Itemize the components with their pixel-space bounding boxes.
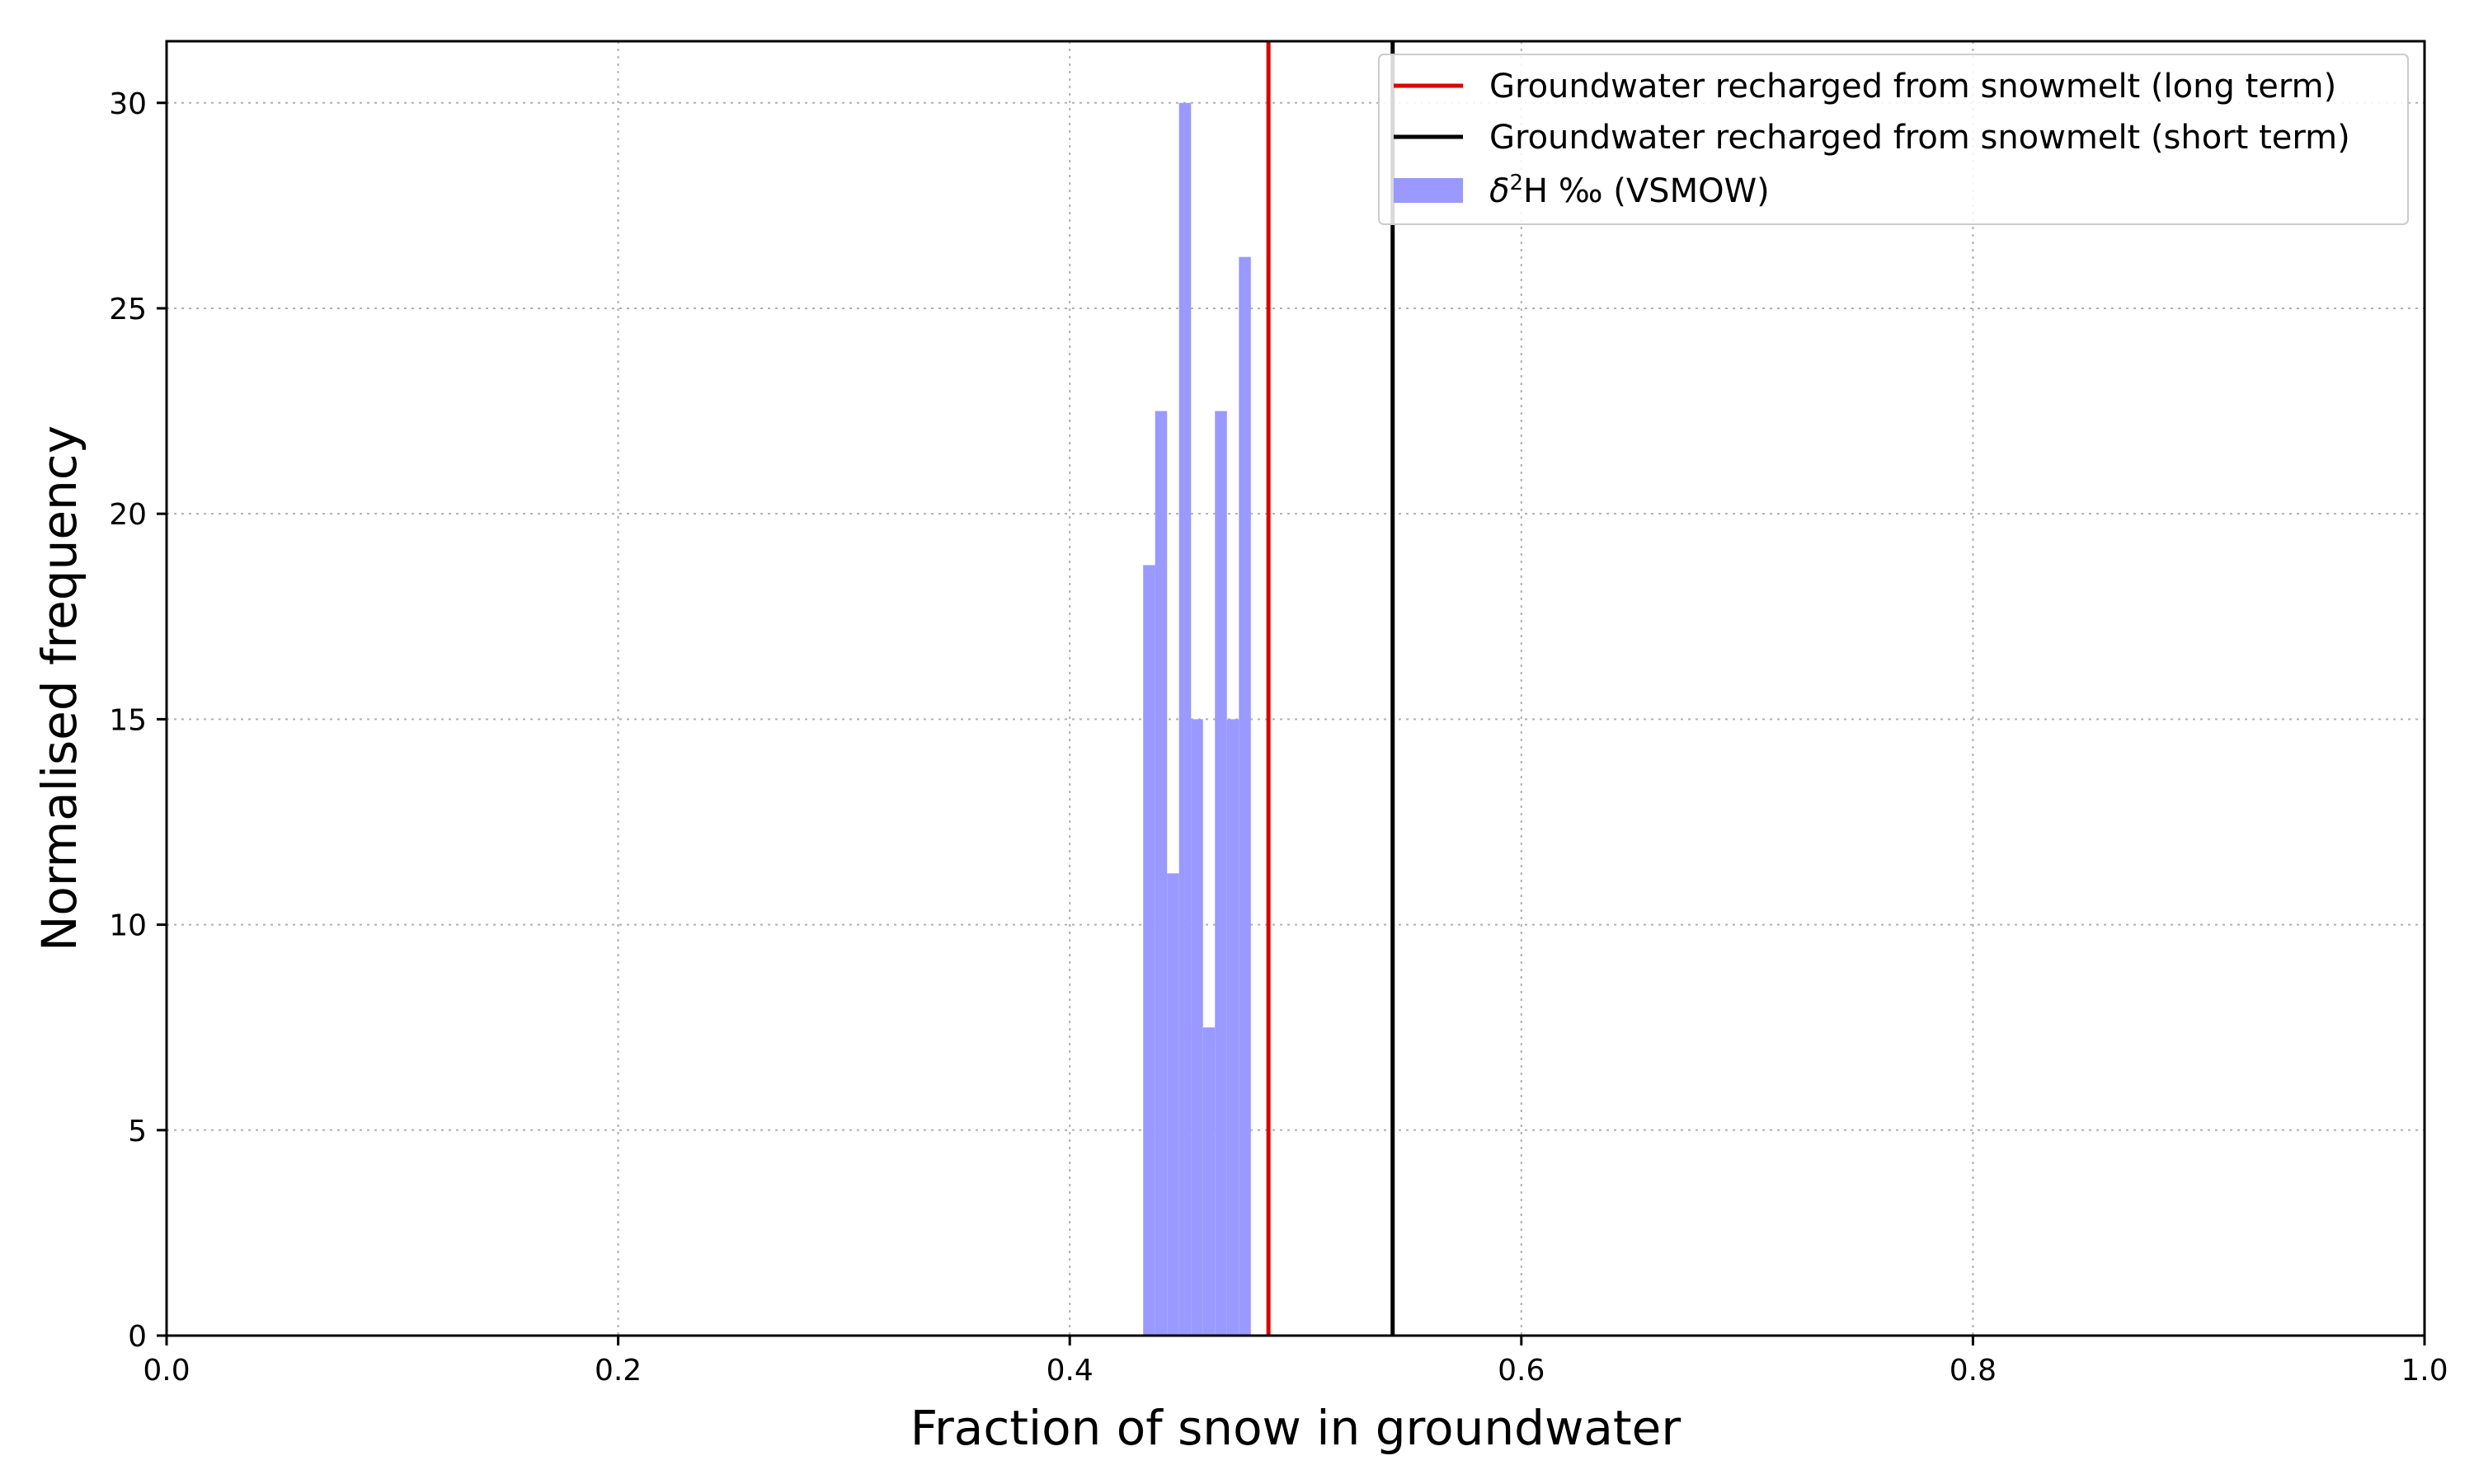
y-tick-label: 10 <box>109 909 147 943</box>
legend-label-suffix: H ‰ (VSMOW) <box>1523 172 1770 210</box>
y-tick-label: 5 <box>128 1115 147 1148</box>
legend-label-delta: δ <box>1489 172 1509 210</box>
histogram-bar <box>1167 873 1179 1336</box>
grid-lines <box>167 41 2425 1336</box>
y-axis-ticks: 0 5 10 15 20 25 30 <box>109 87 167 1354</box>
legend-label-short-term: Groundwater recharged from snowmelt (sho… <box>1489 119 2350 157</box>
x-tick-label: 1.0 <box>2401 1354 2448 1388</box>
legend-label-histogram: δ2H ‰ (VSMOW) <box>1489 171 1770 210</box>
histogram-bar <box>1143 565 1155 1336</box>
x-tick-label: 0.2 <box>595 1354 642 1388</box>
x-tick-label: 0.4 <box>1047 1354 1094 1388</box>
x-axis-ticks: 0.0 0.2 0.4 0.6 0.8 1.0 <box>143 1336 2448 1388</box>
y-tick-label: 15 <box>109 703 147 737</box>
y-tick-label: 0 <box>128 1320 147 1354</box>
histogram-bar <box>1178 102 1192 1336</box>
legend-box <box>1378 54 2409 225</box>
legend: Groundwater recharged from snowmelt (lon… <box>1378 54 2409 225</box>
histogram-bar <box>1202 1027 1216 1336</box>
x-tick-label: 0.6 <box>1498 1354 1545 1388</box>
y-axis-title: Normalised frequency <box>31 425 87 951</box>
y-tick-label: 20 <box>109 498 147 532</box>
y-tick-label: 25 <box>109 293 147 326</box>
plot-frame <box>165 40 2426 1337</box>
reference-lines <box>1266 41 1395 1336</box>
histogram-bar <box>1191 719 1203 1336</box>
x-axis-title: Fraction of snow in groundwater <box>910 1400 1681 1456</box>
histogram-bar <box>1155 411 1168 1336</box>
legend-label-superscript: 2 <box>1509 171 1523 195</box>
histogram-bars <box>1143 102 1251 1336</box>
legend-label-long-term: Groundwater recharged from snowmelt (lon… <box>1489 68 2336 106</box>
y-tick-label: 30 <box>109 87 147 121</box>
histogram-bar <box>1239 256 1251 1336</box>
histogram-bar <box>1226 719 1239 1336</box>
histogram-bar <box>1215 411 1227 1336</box>
x-tick-label: 0.0 <box>143 1354 190 1388</box>
legend-swatch-histogram <box>1394 178 1463 203</box>
x-tick-label: 0.8 <box>1950 1354 1997 1388</box>
